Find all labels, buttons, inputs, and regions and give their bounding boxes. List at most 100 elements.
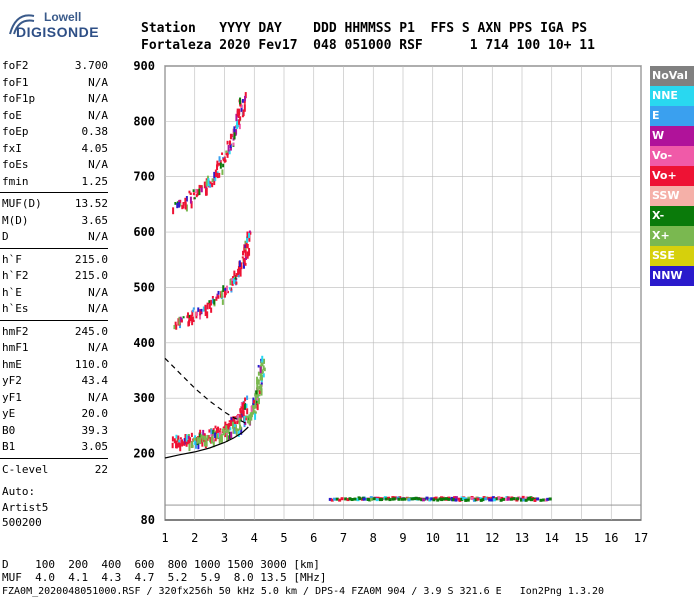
y-tick-label: 80: [141, 513, 155, 527]
trace-point: [206, 434, 209, 439]
trace-point: [539, 498, 543, 502]
trace-point: [233, 132, 236, 140]
param-name: h`Es: [2, 302, 29, 315]
param-row: B0 39.3: [0, 423, 112, 440]
param-value: N/A: [88, 302, 108, 315]
trace-point: [203, 436, 206, 440]
param-row: hmF2 245.0: [0, 324, 112, 341]
param-value: 43.4: [81, 374, 109, 387]
param-name: B1: [2, 440, 16, 453]
y-tick-label: 500: [133, 280, 155, 294]
trace-point: [252, 407, 255, 414]
trace-point: [548, 497, 552, 501]
trace-point: [239, 116, 242, 121]
footer-info: FZA0M_2020048051000.RSF / 320fx256h 50 k…: [2, 586, 605, 597]
trace-point: [193, 192, 196, 195]
trace-point: [211, 178, 214, 183]
param-value: N/A: [88, 230, 108, 243]
trace-point: [239, 268, 242, 277]
trace-point: [380, 498, 384, 502]
trace-point: [243, 415, 246, 422]
param-value: N/A: [88, 75, 108, 89]
trace-point: [407, 498, 411, 502]
trace-point: [172, 207, 175, 215]
trace-point: [240, 401, 243, 406]
trace-point: [350, 498, 354, 502]
trace-point: [501, 497, 505, 501]
trace-point: [205, 440, 208, 447]
trace-point: [462, 497, 466, 501]
trace-point: [258, 394, 261, 397]
trace-point: [254, 411, 257, 414]
param-value: 3.65: [81, 213, 109, 227]
trace-point: [239, 426, 242, 431]
trace-point: [228, 431, 231, 439]
trace-point: [222, 158, 225, 162]
trace-point: [212, 439, 215, 448]
trace-point: [197, 442, 200, 450]
trace-point: [398, 496, 402, 500]
trace-point: [330, 498, 334, 502]
trace-point: [216, 433, 219, 439]
trace-point: [230, 417, 233, 423]
trace-point: [227, 423, 230, 430]
trace-point: [244, 397, 247, 402]
trace-point: [544, 498, 548, 502]
x-tick-label: 17: [634, 531, 648, 545]
param-name: yE: [2, 407, 16, 420]
trace-point: [242, 410, 245, 419]
trace-point: [198, 438, 201, 444]
trace-point: [234, 275, 237, 280]
trace-point: [220, 290, 223, 299]
trace-point: [209, 437, 212, 443]
trace-point: [195, 188, 198, 194]
trace-point: [251, 409, 254, 415]
trace-point: [258, 389, 261, 395]
header-labels: Station YYYY DAY DDD HHMMSS P1 FFS S AXN…: [141, 21, 588, 36]
electron-profile-solid: [164, 426, 249, 459]
param-row: yE 20.0: [0, 406, 112, 423]
trace-point: [219, 428, 222, 431]
y-tick-label: 700: [133, 170, 155, 184]
trace-point: [211, 436, 214, 444]
trace-point: [200, 308, 203, 315]
trace-point: [218, 172, 221, 178]
trace-point: [432, 498, 436, 502]
trace-point: [484, 497, 488, 501]
trace-point: [454, 498, 458, 502]
trace-point: [219, 162, 222, 169]
param-name: C-level: [2, 462, 49, 476]
trace-point: [193, 442, 196, 445]
trace-point: [257, 364, 260, 368]
trace-point: [235, 281, 238, 285]
trace-point: [222, 285, 225, 292]
trace-point: [229, 141, 232, 145]
trace-point: [255, 390, 258, 395]
trace-point: [546, 497, 550, 501]
trace-point: [434, 496, 438, 500]
auto-label: Auto:: [2, 485, 36, 498]
trace-point: [226, 154, 229, 158]
param-row: hmF1 N/A: [0, 340, 112, 357]
trace-point: [474, 498, 478, 502]
trace-point: [353, 497, 357, 501]
param-row: h`Es N/A: [0, 301, 112, 318]
trace-point: [205, 185, 208, 189]
trace-point: [256, 397, 259, 401]
trace-point: [392, 497, 396, 501]
trace-point: [179, 437, 182, 440]
trace-point: [460, 497, 464, 501]
trace-point: [440, 498, 444, 502]
trace-point: [256, 390, 259, 398]
trace-point: [259, 384, 262, 391]
trace-point: [506, 497, 510, 501]
trace-point: [257, 398, 260, 405]
trace-point: [181, 205, 184, 210]
trace-point: [470, 496, 474, 500]
trace-point: [210, 299, 213, 303]
trace-point: [232, 427, 235, 434]
trace-point: [187, 320, 190, 326]
x-tick-label: 13: [515, 531, 529, 545]
trace-point: [178, 316, 181, 325]
trace-point: [444, 497, 448, 501]
